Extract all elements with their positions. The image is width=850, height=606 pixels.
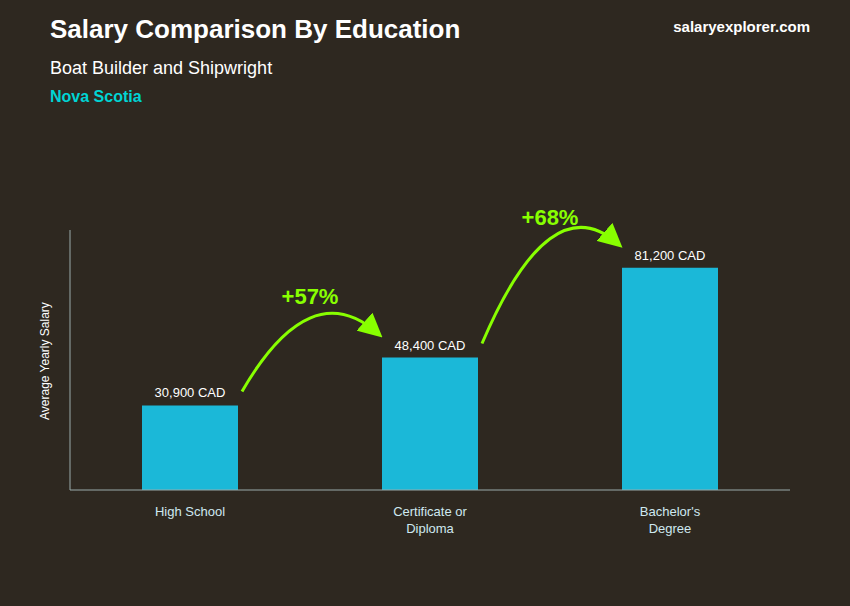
svg-text:Average Yearly Salary: Average Yearly Salary [38, 302, 52, 420]
svg-text:Bachelor'sDegree: Bachelor'sDegree [640, 504, 701, 536]
svg-text:High School: High School [155, 504, 225, 519]
svg-text:+68%: +68% [522, 205, 579, 230]
svg-text:81,200 CAD: 81,200 CAD [635, 248, 706, 263]
svg-text:+57%: +57% [282, 284, 339, 309]
svg-text:30,900 CAD: 30,900 CAD [155, 385, 226, 400]
svg-text:Certificate orDiploma: Certificate orDiploma [393, 504, 467, 536]
html-text:Salary Comparison By Education: Salary Comparison By Education [50, 14, 461, 44]
svg-text:48,400 CAD: 48,400 CAD [395, 338, 466, 353]
html-text:Nova Scotia: Nova Scotia [50, 88, 142, 105]
html-text:Boat Builder and Shipwright: Boat Builder and Shipwright [50, 58, 273, 78]
html-text:salaryexplorer.com: salaryexplorer.com [673, 18, 810, 35]
